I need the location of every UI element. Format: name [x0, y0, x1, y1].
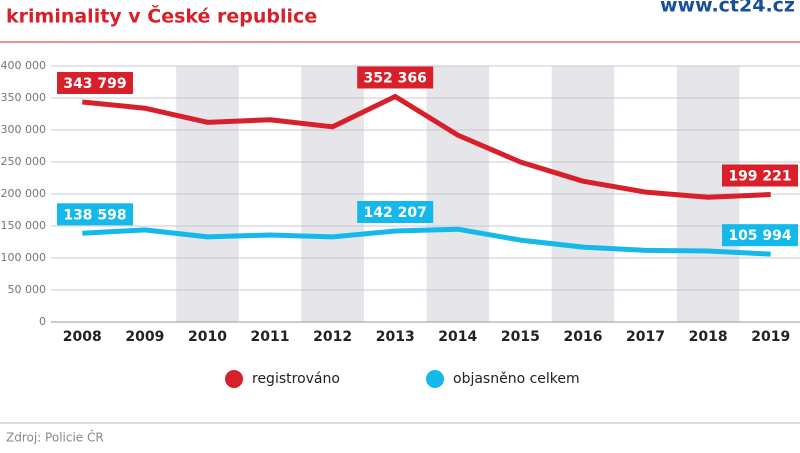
legend-label: registrováno: [252, 371, 340, 387]
y-tick-label: 0: [39, 315, 46, 328]
x-tick-label: 2017: [626, 329, 665, 345]
value-label: 343 799: [63, 76, 126, 92]
y-tick-label: 250 000: [1, 155, 47, 168]
value-label: 105 994: [728, 228, 792, 244]
x-tick-label: 2008: [63, 329, 102, 345]
y-tick-label: 400 000: [1, 59, 47, 72]
value-label-box: [357, 66, 434, 89]
site: www.ct24.cz: [660, 0, 795, 17]
x-tick-label: 2014: [438, 329, 477, 345]
y-tick-label: 300 000: [1, 123, 47, 136]
x-tick-label: 2009: [125, 329, 164, 345]
title: kriminality v České republice: [6, 4, 317, 28]
x-tick-label: 2011: [251, 329, 290, 345]
y-tick-label: 350 000: [1, 91, 47, 104]
y-tick-label: 100 000: [1, 251, 47, 264]
source: Zdroj: Policie ČR: [6, 430, 104, 445]
value-label: 138 598: [63, 207, 126, 223]
series-line: [82, 226, 771, 257]
value-label: 142 207: [364, 205, 427, 221]
x-tick-label: 2015: [501, 329, 540, 345]
x-tick-label: 2019: [751, 329, 790, 345]
legend-swatch: [225, 370, 243, 388]
x-tick-label: 2010: [188, 329, 227, 345]
value-label-box: [57, 203, 133, 226]
value-label-box: [722, 164, 798, 187]
value-label: 199 221: [728, 168, 791, 184]
y-tick-label: 150 000: [1, 219, 47, 232]
y-tick-label: 50 000: [8, 283, 47, 296]
x-tick-label: 2016: [563, 329, 602, 345]
series-line: [82, 93, 771, 200]
x-tick-label: 2012: [313, 329, 352, 345]
value-label: 352 366: [364, 70, 427, 86]
value-label-box: [357, 200, 434, 223]
value-label-box: [57, 71, 133, 94]
legend-swatch: [426, 370, 444, 388]
x-tick-label: 2013: [376, 329, 415, 345]
x-tick-label: 2018: [689, 329, 728, 345]
value-label-box: [722, 224, 798, 247]
legend-label: objasněno celkem: [453, 371, 580, 387]
y-tick-label: 200 000: [1, 187, 47, 200]
